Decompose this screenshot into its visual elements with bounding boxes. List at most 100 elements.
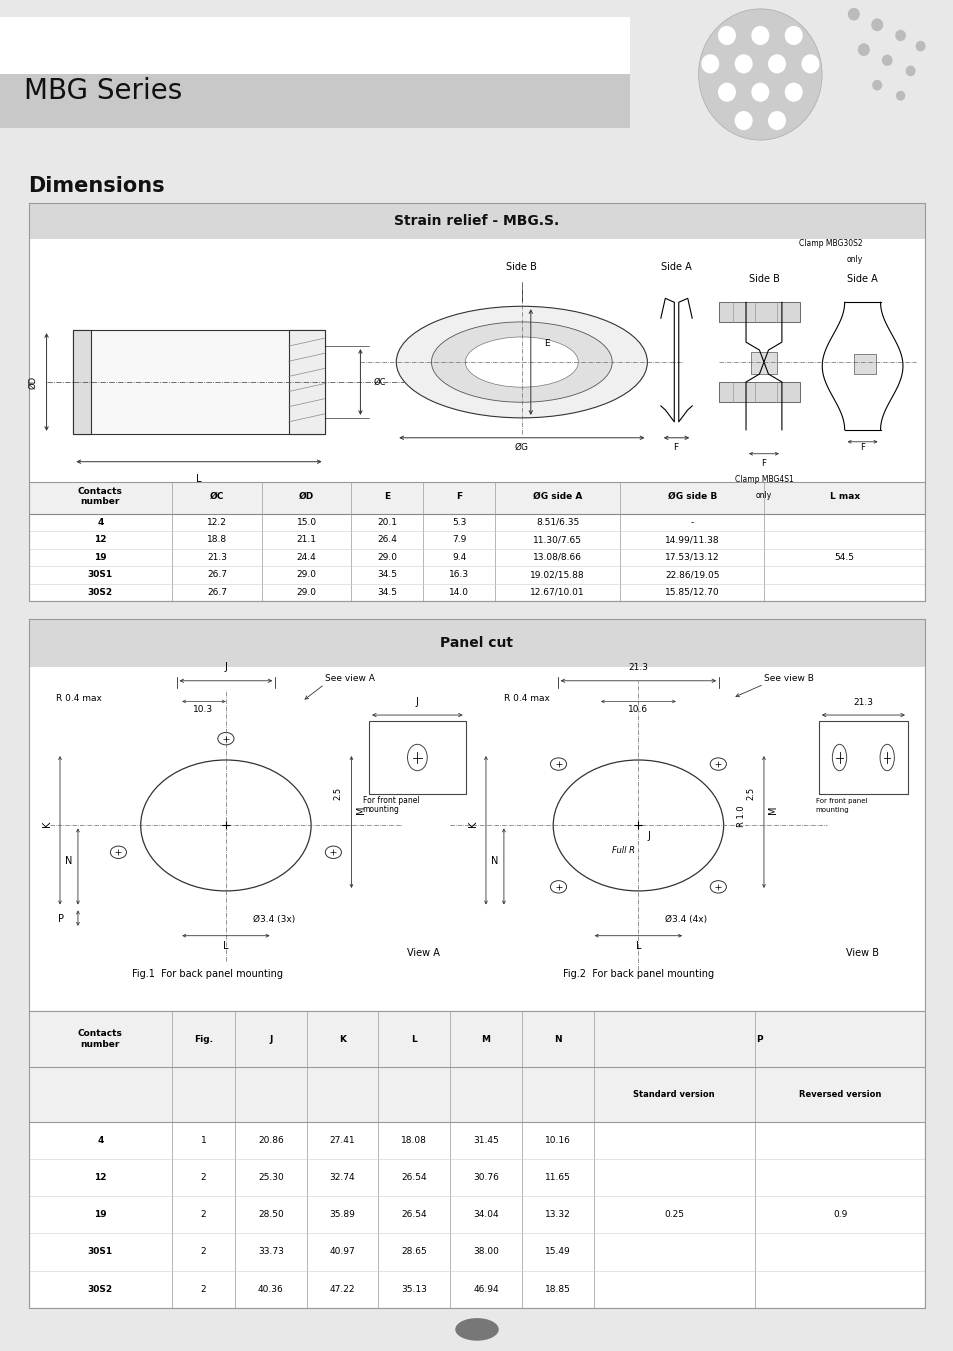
Circle shape — [395, 307, 647, 417]
Text: Side A: Side A — [846, 274, 877, 284]
Text: M: M — [767, 805, 778, 813]
Text: View B: View B — [845, 948, 878, 958]
Text: 47.22: 47.22 — [330, 1285, 355, 1294]
Text: 30S2: 30S2 — [88, 1285, 112, 1294]
Bar — [0, 16, 629, 74]
Text: 15.49: 15.49 — [544, 1247, 570, 1256]
Text: For front panel: For front panel — [362, 796, 418, 805]
Text: 12.67/10.01: 12.67/10.01 — [530, 588, 584, 597]
Text: ØG side A: ØG side A — [533, 492, 581, 501]
Bar — [29, 1012, 924, 1067]
Text: 11.30/7.65: 11.30/7.65 — [533, 535, 581, 544]
Text: 20.1: 20.1 — [377, 517, 396, 527]
Text: 21.3: 21.3 — [853, 698, 872, 707]
Circle shape — [465, 336, 578, 388]
Text: 25.30: 25.30 — [257, 1173, 283, 1182]
Text: 13.08/8.66: 13.08/8.66 — [533, 553, 581, 562]
Text: only: only — [755, 490, 771, 500]
Text: L max: L max — [829, 492, 859, 501]
Text: Clamp MBG4S1: Clamp MBG4S1 — [734, 474, 793, 484]
Text: ØC: ØC — [374, 377, 386, 386]
Text: J: J — [416, 697, 418, 707]
Text: Reversed version: Reversed version — [799, 1090, 881, 1098]
Text: F: F — [673, 443, 678, 451]
Text: ØC: ØC — [210, 492, 224, 501]
Text: 16.3: 16.3 — [449, 570, 469, 580]
Text: Panel cut: Panel cut — [440, 636, 513, 650]
Text: P: P — [58, 913, 65, 924]
Text: 24.4: 24.4 — [296, 553, 316, 562]
Text: 26.54: 26.54 — [401, 1210, 427, 1219]
Text: K: K — [467, 821, 477, 827]
Text: L: L — [635, 942, 640, 951]
Text: 31.45: 31.45 — [473, 1136, 498, 1144]
Text: 46.94: 46.94 — [473, 1285, 498, 1294]
Text: See view A: See view A — [324, 674, 374, 682]
Text: 29.0: 29.0 — [296, 570, 316, 580]
Text: 20.86: 20.86 — [257, 1136, 283, 1144]
Text: 19: 19 — [94, 1210, 107, 1219]
Text: 26.54: 26.54 — [401, 1173, 427, 1182]
Text: 0.9: 0.9 — [832, 1210, 846, 1219]
Text: mounting: mounting — [362, 805, 399, 813]
Text: 28.65: 28.65 — [401, 1247, 427, 1256]
Text: Ø3.4 (3x): Ø3.4 (3x) — [253, 915, 294, 924]
Text: J: J — [224, 662, 227, 673]
Circle shape — [718, 82, 735, 101]
Text: P: P — [756, 1035, 762, 1043]
Bar — [818, 721, 907, 794]
Text: 30S1: 30S1 — [88, 570, 112, 580]
Text: 26.7: 26.7 — [207, 570, 227, 580]
Text: L: L — [196, 474, 201, 484]
Text: For front panel: For front panel — [815, 798, 866, 804]
Bar — [719, 382, 799, 403]
Text: 40.97: 40.97 — [330, 1247, 355, 1256]
Text: 19: 19 — [94, 553, 107, 562]
Text: 33.73: 33.73 — [257, 1247, 283, 1256]
Circle shape — [751, 26, 768, 45]
Circle shape — [801, 54, 819, 73]
Text: Contacts
number: Contacts number — [78, 488, 123, 507]
Circle shape — [767, 111, 785, 130]
Text: 9.4: 9.4 — [452, 553, 466, 562]
Text: R 0.4 max: R 0.4 max — [55, 694, 101, 704]
Text: 30S2: 30S2 — [88, 588, 112, 597]
Text: R 0.4 max: R 0.4 max — [503, 694, 549, 704]
Text: Dimensions: Dimensions — [29, 176, 165, 196]
Text: 11.65: 11.65 — [544, 1173, 570, 1182]
Text: 21.3: 21.3 — [628, 663, 648, 673]
Circle shape — [751, 82, 768, 101]
Text: 15.85/12.70: 15.85/12.70 — [664, 588, 719, 597]
Text: Side B: Side B — [506, 262, 537, 273]
Text: M: M — [355, 805, 366, 813]
Bar — [0, 74, 629, 128]
Text: Side A: Side A — [660, 262, 691, 273]
Text: F: F — [456, 492, 461, 501]
Text: 4: 4 — [97, 1136, 104, 1144]
Text: J: J — [269, 1035, 273, 1043]
Text: only: only — [845, 255, 862, 265]
Text: 21.3: 21.3 — [207, 553, 227, 562]
Text: 5.3: 5.3 — [452, 517, 466, 527]
Text: L: L — [223, 942, 229, 951]
Circle shape — [698, 9, 821, 141]
Text: 30S1: 30S1 — [88, 1247, 112, 1256]
Text: Ø3.4 (4x): Ø3.4 (4x) — [664, 915, 707, 924]
Text: L: L — [411, 1035, 416, 1043]
Circle shape — [455, 1319, 498, 1340]
Text: 26.7: 26.7 — [207, 588, 227, 597]
Text: Fig.: Fig. — [193, 1035, 213, 1043]
Circle shape — [767, 54, 785, 73]
Bar — [29, 1012, 924, 1308]
Circle shape — [784, 26, 801, 45]
Circle shape — [871, 80, 882, 91]
Circle shape — [895, 91, 904, 101]
Text: 14.99/11.38: 14.99/11.38 — [664, 535, 719, 544]
Text: 29.0: 29.0 — [296, 588, 316, 597]
Circle shape — [718, 26, 735, 45]
Text: 8.51/6.35: 8.51/6.35 — [536, 517, 578, 527]
Circle shape — [734, 111, 752, 130]
Circle shape — [881, 54, 892, 66]
Bar — [750, 353, 777, 374]
Text: 4: 4 — [97, 517, 104, 527]
